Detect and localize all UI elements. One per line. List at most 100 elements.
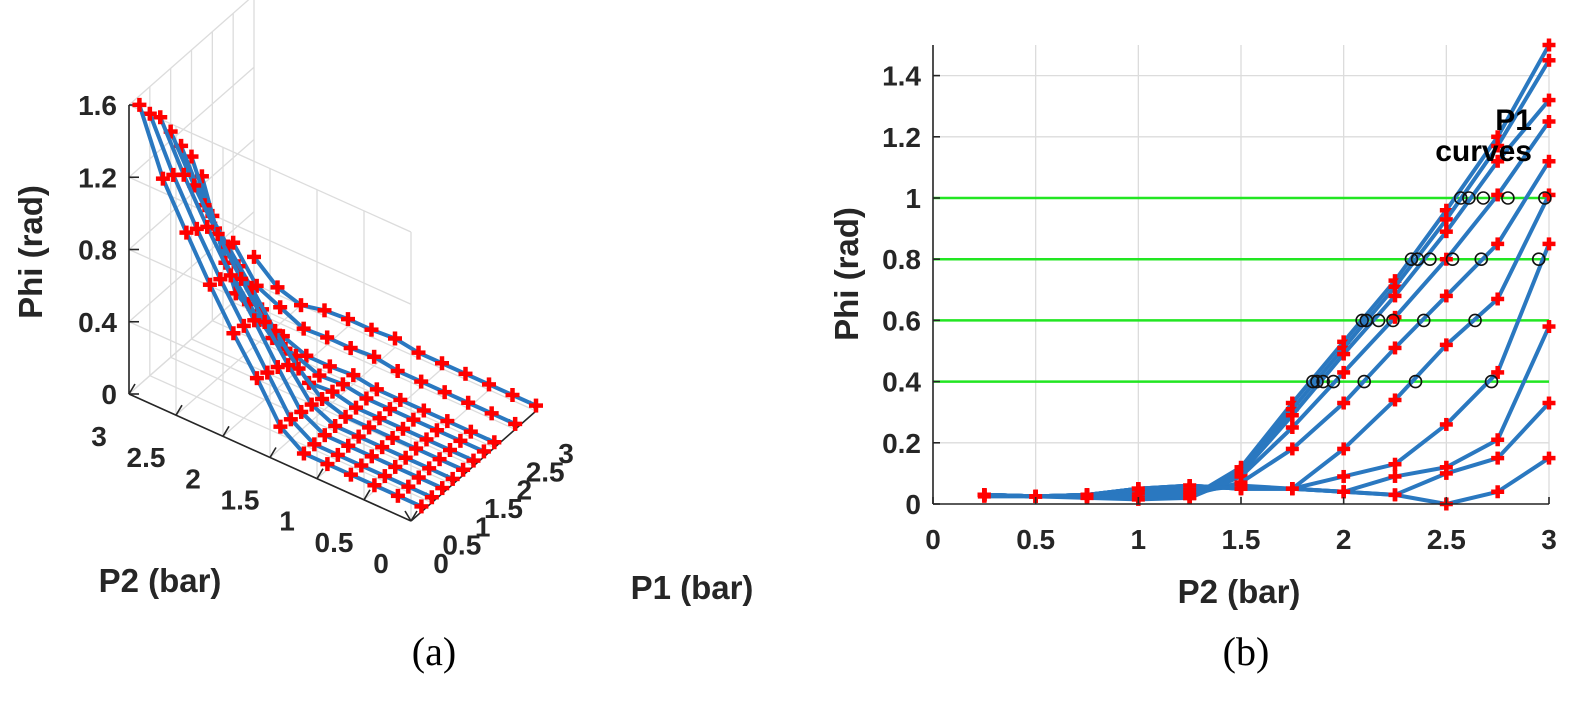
b-series-line xyxy=(984,44,1551,502)
b-y-tick-label: 0.8 xyxy=(882,244,921,275)
b-crossing-marker xyxy=(1538,191,1552,205)
a-data-point xyxy=(325,384,340,399)
b-crossing-marker xyxy=(1355,313,1369,328)
a-data-point xyxy=(341,438,356,453)
b-x-tick-label: 1.5 xyxy=(1222,524,1261,555)
b-y-tick-label: 1 xyxy=(905,183,921,214)
a-data-point xyxy=(505,387,520,402)
b-crossing-marker xyxy=(1404,252,1419,267)
b-crossing-marker xyxy=(1468,313,1482,328)
a-data-point xyxy=(419,432,434,447)
a-data-point xyxy=(296,446,311,461)
a-data-point xyxy=(411,470,426,485)
b-data-point xyxy=(1439,289,1453,303)
a-data-point xyxy=(330,447,345,462)
a-tick-label-p1: 0.5 xyxy=(442,530,481,561)
a-data-point xyxy=(304,397,319,412)
a-tick-p1 xyxy=(404,510,412,522)
b-data-point xyxy=(1491,433,1505,447)
b-data-point xyxy=(1285,421,1299,434)
b-data-point xyxy=(1285,408,1299,422)
a-tick-label-p2: 0.5 xyxy=(315,527,354,558)
a-data-point xyxy=(508,416,523,431)
b-data-point xyxy=(1491,485,1505,499)
a-series-p1-0.25 xyxy=(132,97,429,514)
a-data-point xyxy=(273,300,288,315)
b-data-point xyxy=(1183,479,1197,493)
a-data-point xyxy=(396,421,410,436)
b-data-point xyxy=(1491,292,1505,306)
panel-a-zlabel: Phi (rad) xyxy=(12,185,49,319)
a-floor-grid-p2 xyxy=(175,304,302,416)
a-data-point xyxy=(343,467,358,482)
b-data-point xyxy=(1542,320,1556,334)
a-data-point xyxy=(307,437,322,452)
a-wall2-grid-h xyxy=(128,104,412,233)
a-data-point xyxy=(153,110,168,125)
a-data-point xyxy=(487,435,502,450)
a-data-point xyxy=(335,377,350,392)
b-x-tick-label: 3 xyxy=(1541,524,1557,555)
panel-a-3d-plot: 00.511.522.5300.511.522.5300.40.81.21.6 … xyxy=(12,0,753,606)
b-crossing-marker xyxy=(1371,313,1386,328)
a-series-line xyxy=(199,175,485,454)
a-wall2-grid-h xyxy=(128,248,412,378)
panel-a-series xyxy=(132,97,543,514)
b-y-tick-label: 0.2 xyxy=(882,428,921,459)
a-data-point xyxy=(437,385,452,400)
a-data-point xyxy=(213,272,228,287)
a-data-point xyxy=(189,221,204,236)
a-data-point xyxy=(422,461,437,476)
panel-b-series xyxy=(977,38,1556,511)
a-series-p1-1 xyxy=(163,124,460,486)
a-data-point xyxy=(234,271,249,286)
a-data-point xyxy=(401,479,416,494)
a-data-point xyxy=(435,356,449,371)
a-tick-label-p1: 2.5 xyxy=(526,456,565,487)
b-x-tick-label: 2.5 xyxy=(1427,524,1466,555)
b-data-point xyxy=(1439,466,1453,480)
a-data-point xyxy=(226,326,241,341)
a-data-point xyxy=(338,409,353,424)
a-data-point xyxy=(283,412,298,427)
a-tick-p2 xyxy=(175,404,183,416)
a-data-point xyxy=(429,423,444,438)
a-tick-p2 xyxy=(316,468,324,480)
b-y-tick-label: 0.6 xyxy=(882,305,921,336)
b-data-point xyxy=(1542,154,1556,168)
b-data-point xyxy=(1542,237,1556,251)
b-data-point xyxy=(1542,53,1556,67)
b-data-point xyxy=(1542,93,1556,107)
panel-b-tick-labels: 0 0.5 1 1.5 2 2.5 3 0 0.2 0.4 0.6 0.8 1 1.2 1.4 xyxy=(882,61,1557,555)
a-data-point xyxy=(367,349,382,364)
a-data-point xyxy=(270,360,285,375)
a-data-point xyxy=(414,499,429,514)
a-tick-p2 xyxy=(222,425,230,437)
a-data-point xyxy=(359,391,374,406)
b-series-2 xyxy=(977,53,1556,505)
a-tick-label-p2: 2.5 xyxy=(127,442,166,473)
a-data-point xyxy=(476,444,491,459)
a-data-point xyxy=(273,419,288,434)
b-data-point xyxy=(1491,365,1505,379)
b-data-point xyxy=(1491,451,1505,465)
a-data-point xyxy=(440,414,455,429)
a-data-point xyxy=(270,280,285,295)
b-data-point xyxy=(1337,396,1351,410)
a-tick-label-p1: 3 xyxy=(558,438,574,469)
a-data-point xyxy=(291,361,306,376)
a-data-point xyxy=(349,400,363,415)
a-data-point xyxy=(369,382,384,397)
a-data-point xyxy=(482,377,496,392)
a-tick-label-p1: 2 xyxy=(517,475,533,506)
a-data-point xyxy=(390,488,405,503)
a-data-point xyxy=(409,441,424,456)
a-wall1-grid-h xyxy=(128,0,250,106)
a-data-point xyxy=(322,359,337,374)
b-crossing-marker xyxy=(1316,374,1330,389)
a-data-point xyxy=(432,452,447,467)
b-series-line xyxy=(984,456,1551,506)
a-data-point xyxy=(458,366,473,381)
b-data-point xyxy=(1491,154,1505,168)
